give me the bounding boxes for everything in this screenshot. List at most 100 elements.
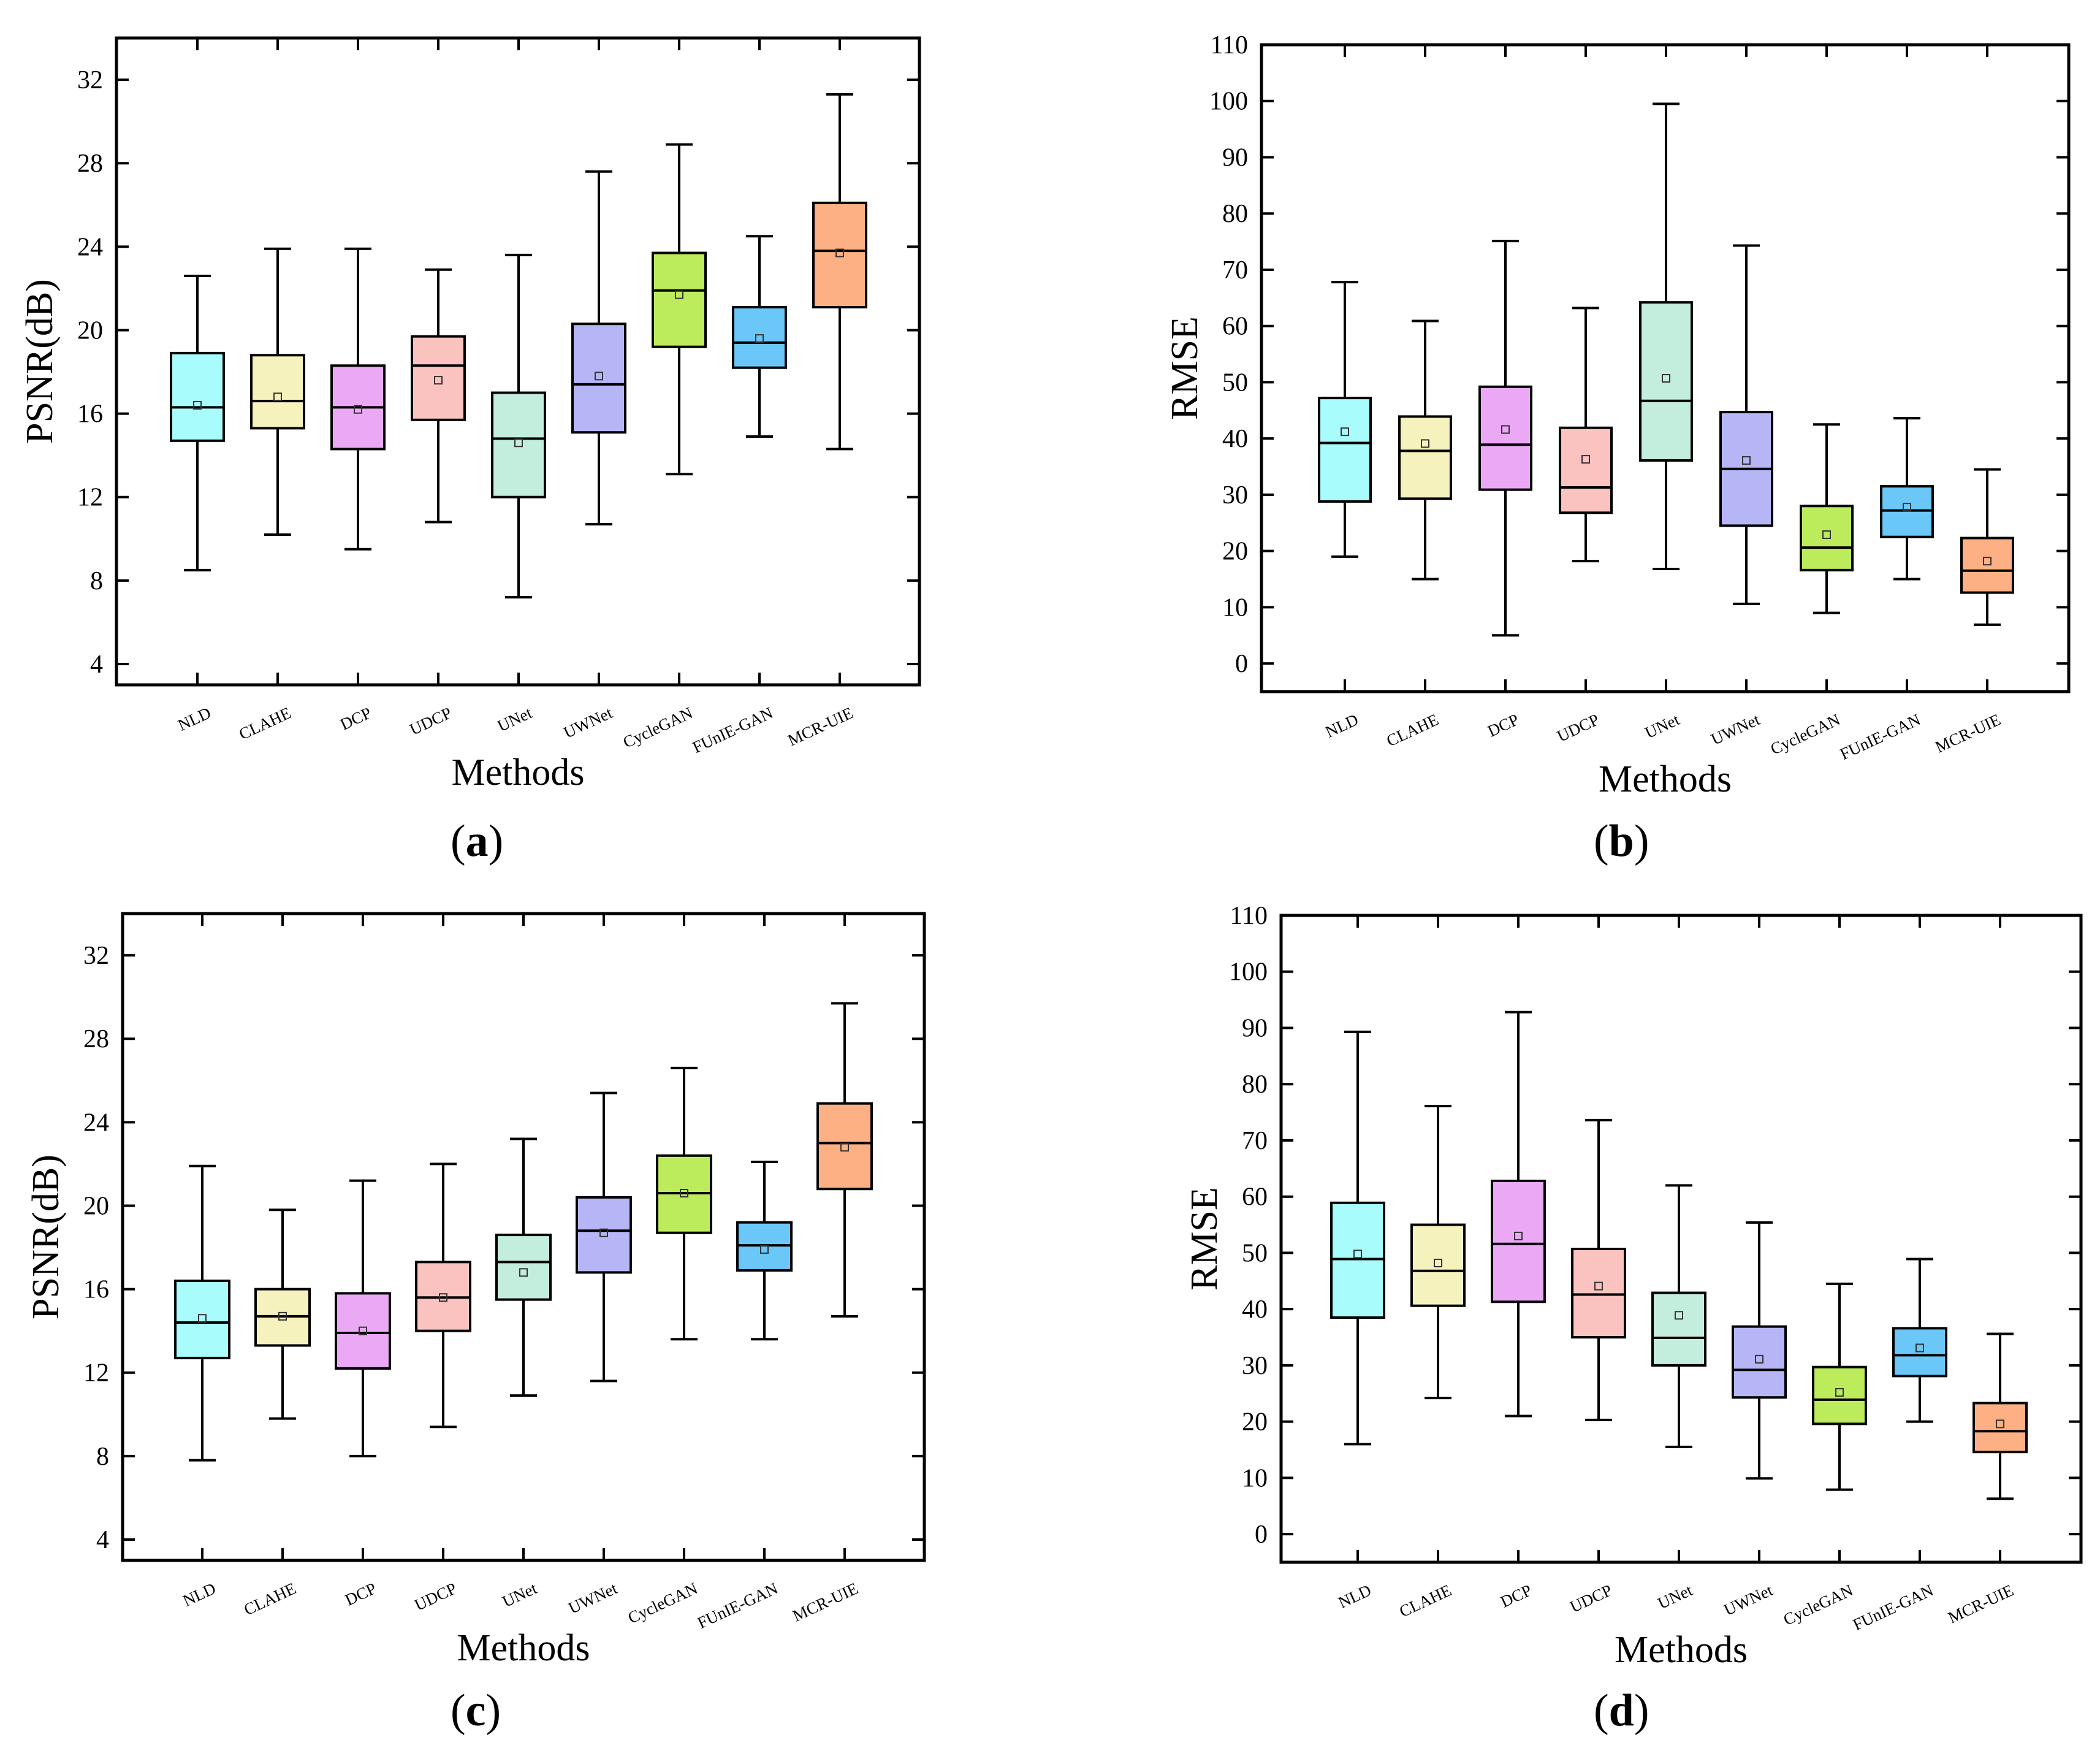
y-tick-label: 28	[83, 1025, 109, 1053]
x-tick-label: NLD	[175, 703, 214, 735]
box-NLD	[170, 274, 225, 571]
x-tick-label: DCP	[342, 1579, 379, 1609]
x-tick-label: UWNet	[1708, 710, 1763, 749]
panel-label-c: (c)	[451, 1685, 501, 1736]
box-CycleGAN	[1812, 1282, 1867, 1491]
y-axis-title: PSNR(dB)	[25, 1155, 67, 1319]
y-tick-label: 32	[83, 942, 109, 970]
y-axis-title: RMSE	[1184, 1187, 1225, 1291]
box-MCR-UIE	[812, 93, 867, 451]
box-FUnIE-GAN	[1880, 417, 1934, 581]
box-iqr	[411, 335, 466, 421]
x-tick-label: UDCP	[412, 1579, 460, 1614]
mean-marker	[1903, 503, 1911, 512]
mean-marker	[1662, 374, 1670, 383]
mean-marker	[1675, 1311, 1683, 1320]
x-tick-label: CLAHE	[1396, 1581, 1454, 1620]
box-iqr	[170, 351, 225, 442]
box-iqr	[816, 1102, 873, 1191]
y-tick-label: 60	[1222, 313, 1248, 341]
y-tick-label: 24	[83, 1109, 109, 1137]
y-tick-label: 40	[1222, 425, 1248, 453]
x-tick-label: UNet	[495, 703, 535, 735]
y-tick-label: 70	[1242, 1127, 1268, 1155]
box-UDCP	[1559, 307, 1613, 563]
mean-marker	[1755, 1354, 1763, 1364]
chart-panel-a: 4 8 12 16 20 24 28 32 NLD CLAHE DCP UDCP UNet UWNet Cy…	[19, 36, 921, 793]
box-CLAHE	[250, 247, 305, 536]
mean-marker	[1434, 1258, 1442, 1267]
box-iqr	[1571, 1248, 1626, 1339]
x-tick-label: MCR-UIE	[1946, 1581, 2017, 1627]
y-tick-label: 20	[1242, 1408, 1268, 1437]
box-UDCP	[411, 268, 466, 524]
y-tick-label: 16	[77, 400, 103, 429]
panel-label-d: (d)	[1594, 1685, 1649, 1736]
y-tick-label: 24	[77, 233, 103, 261]
y-tick-label: 90	[1222, 143, 1248, 172]
x-tick-label: NLD	[1323, 710, 1361, 741]
box-MCR-UIE	[816, 1002, 873, 1318]
box-iqr	[1732, 1325, 1787, 1399]
x-tick-label: CycleGAN	[1781, 1581, 1856, 1629]
mean-marker	[835, 248, 844, 258]
y-tick-label: 100	[1229, 958, 1268, 987]
mean-marker	[1514, 1231, 1523, 1240]
mean-marker	[1915, 1343, 1924, 1353]
y-tick-label: 20	[1222, 538, 1248, 566]
y-tick-label: 10	[1242, 1464, 1268, 1492]
y-tick-label: 16	[83, 1276, 109, 1304]
x-axis-title: Methods	[1615, 1629, 1748, 1671]
y-tick-label: 70	[1222, 256, 1248, 284]
x-tick-label: UWNet	[1721, 1581, 1776, 1619]
box-iqr	[812, 201, 867, 309]
x-tick-label: FUnIE-GAN	[694, 1579, 780, 1632]
box-UNet	[495, 1137, 552, 1397]
x-tick-label: UWNet	[561, 703, 615, 742]
box-CLAHE	[1398, 319, 1452, 581]
mean-marker	[1594, 1281, 1603, 1291]
y-tick-label: 60	[1242, 1183, 1268, 1212]
mean-marker	[519, 1268, 528, 1277]
x-axis-title: Methods	[1599, 758, 1732, 800]
x-tick-label: FUnIE-GAN	[1850, 1581, 1936, 1634]
x-tick-label: DCP	[337, 703, 374, 733]
box-iqr	[576, 1196, 632, 1274]
x-tick-label: DCP	[1497, 1581, 1534, 1611]
y-tick-label: 20	[77, 316, 103, 345]
mean-marker	[439, 1293, 447, 1302]
x-tick-label: FUnIE-GAN	[690, 703, 775, 757]
y-tick-label: 32	[77, 66, 103, 94]
mean-marker	[1996, 1419, 2004, 1429]
x-axis-title: Methods	[452, 752, 585, 793]
mean-marker	[675, 290, 683, 299]
mean-marker	[1835, 1388, 1844, 1397]
y-tick-label: 80	[1242, 1071, 1268, 1099]
box-UWNet	[1732, 1221, 1787, 1480]
mean-marker	[354, 405, 362, 414]
box-UNet	[491, 253, 546, 599]
box-iqr	[1410, 1223, 1466, 1307]
box-iqr	[732, 306, 787, 369]
x-tick-label: CycleGAN	[1768, 710, 1843, 758]
chart-panel-c: 4 8 12 16 20 24 28 32 NLD CLAHE DCP UDCP UNet UWNet Cy…	[25, 912, 926, 1669]
mean-marker	[1581, 455, 1590, 464]
box-iqr	[174, 1279, 230, 1359]
mean-marker	[514, 438, 523, 448]
y-tick-label: 0	[1255, 1521, 1268, 1549]
box-CLAHE	[254, 1208, 311, 1420]
x-tick-label: MCR-UIE	[785, 703, 856, 749]
box-FUnIE-GAN	[736, 1160, 793, 1341]
x-axis-title: Methods	[457, 1627, 590, 1669]
y-tick-label: 0	[1235, 650, 1248, 678]
box-iqr	[335, 1292, 391, 1370]
mean-marker	[1501, 425, 1510, 434]
y-tick-label: 20	[83, 1192, 109, 1220]
x-tick-label: CycleGAN	[625, 1579, 701, 1627]
chart-panel-b: 0 10 20 30 40 50 60 70 80 90 100 110 NLD CLAHE DCP UDCP…	[1164, 31, 2071, 800]
box-iqr	[1491, 1180, 1546, 1304]
y-tick-label: 28	[77, 150, 103, 178]
box-UDCP	[1571, 1118, 1626, 1421]
mean-marker	[359, 1326, 367, 1335]
